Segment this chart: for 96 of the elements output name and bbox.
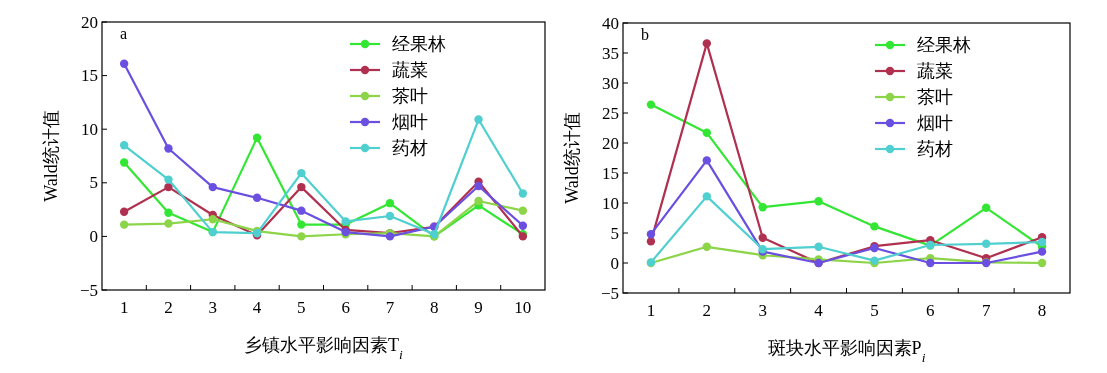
point [981,203,991,212]
y-tick-label: 40 [602,13,619,33]
point [814,197,823,206]
point [119,141,129,150]
x-tick-label: 7 [981,301,991,320]
x-tick-label: 2 [702,301,712,320]
y-tick-label: 5 [89,173,98,193]
point [518,206,528,215]
y-tick-label: 10 [602,193,619,213]
point [164,175,173,184]
point [926,258,935,268]
point [1037,247,1047,256]
legend-label: 药材 [392,138,428,158]
y-tick-label: 25 [602,103,619,123]
y-tick-label: 0 [89,226,98,246]
point [119,207,129,216]
point [474,196,483,206]
point [252,193,262,203]
annotation: b [641,26,649,43]
legend-label: 茶叶 [917,87,953,107]
point [119,158,129,167]
y-axis-title: Wald统计值 [562,112,582,204]
annotation: a [120,25,128,42]
point [702,128,712,137]
point [1037,258,1047,268]
point [981,239,991,248]
x-tick-label: 3 [208,298,217,317]
point [518,221,528,230]
y-tick-label: 30 [602,73,619,93]
point [208,215,217,224]
point [385,211,395,221]
point [164,219,173,228]
point [164,208,173,218]
x-tick-label: 6 [341,298,350,317]
y-tick-label: 20 [602,133,619,153]
x-axis-title: 乡镇水平影响因素T$_{i}$ [244,335,404,362]
point [814,242,823,251]
point [646,237,656,246]
y-tick-label: 35 [602,43,619,63]
x-tick-label: 8 [430,298,439,317]
x-tick-label: 10 [514,298,532,317]
y-axis-title: Wald统计值 [41,110,61,202]
legend-label: 蔬菜 [917,61,953,81]
point [297,232,306,241]
y-tick-label: 0 [610,253,619,273]
x-tick-label: 9 [474,298,483,317]
point [758,203,767,212]
y-tick-label: −5 [600,283,619,303]
x-tick-label: 6 [926,301,935,320]
point [870,222,879,231]
point [474,181,483,191]
x-tick-label: 8 [1037,301,1047,320]
legend-label: 烟叶 [917,113,953,133]
x-tick-label: 3 [758,301,767,320]
x-tick-label: 4 [252,298,262,317]
point [702,242,712,251]
legend-label: 茶叶 [392,86,428,106]
point [119,220,129,229]
point [646,230,656,239]
legend-label: 经果林 [917,35,971,55]
legend-label: 蔬菜 [392,60,428,80]
point [646,100,656,109]
legend-label: 烟叶 [392,112,428,132]
x-tick-label: 1 [646,301,656,320]
x-tick-label: 5 [297,298,306,317]
x-tick-label: 5 [870,301,879,320]
point [252,133,262,142]
point [297,182,306,192]
point [164,182,173,192]
point [297,168,306,178]
x-axis-title: 斑块水平影响因素P$_{i}$ [767,338,926,365]
x-tick-label: 2 [164,298,173,317]
y-tick-label: 15 [602,163,619,183]
point [297,206,306,215]
legend-label: 药材 [917,139,953,159]
y-tick-label: 15 [81,66,98,86]
x-tick-label: 1 [119,298,129,317]
point [208,182,217,192]
point [758,233,767,242]
point [1037,237,1047,247]
point [702,192,712,201]
x-tick-label: 4 [814,301,824,320]
point [297,220,306,229]
y-tick-label: 5 [610,223,619,243]
point [385,198,395,208]
point [702,156,712,165]
point [518,189,528,198]
x-tick-label: 7 [385,298,395,317]
legend-label: 经果林 [392,34,446,54]
y-tick-label: 10 [81,119,98,139]
point [702,39,712,48]
y-tick-label: 20 [81,12,98,32]
point [164,144,173,153]
y-tick-label: −5 [79,280,98,300]
point [474,115,483,124]
point [119,59,129,69]
